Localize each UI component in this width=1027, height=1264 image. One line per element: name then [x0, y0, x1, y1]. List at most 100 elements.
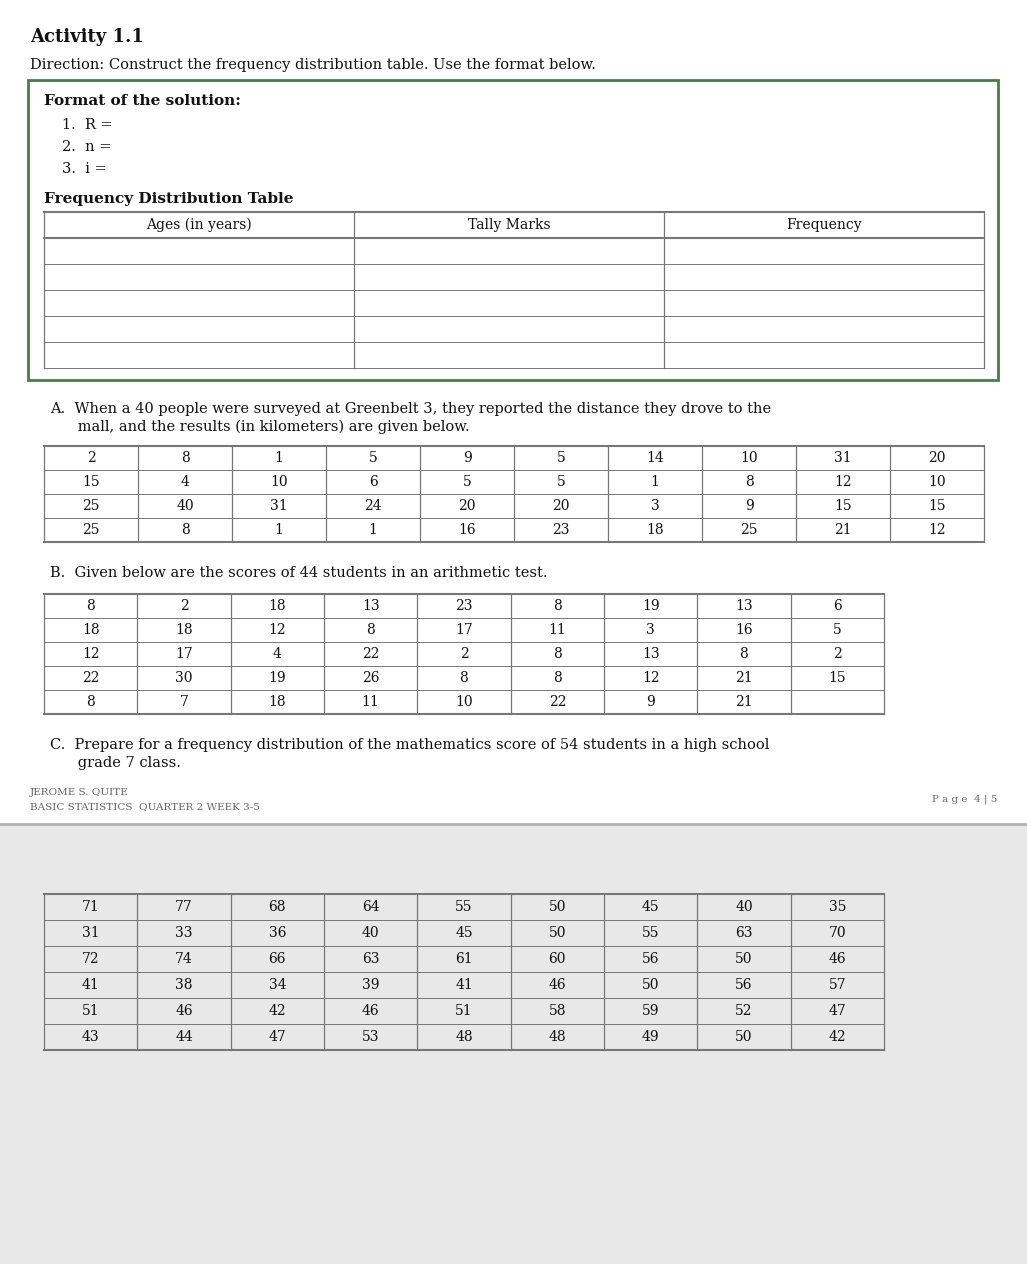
Text: 9: 9	[745, 499, 754, 513]
Text: 39: 39	[362, 978, 379, 992]
Text: 15: 15	[928, 499, 946, 513]
Text: 25: 25	[82, 523, 100, 537]
Text: 59: 59	[642, 1004, 659, 1018]
Text: 8: 8	[739, 647, 749, 661]
Text: 12: 12	[82, 647, 100, 661]
Text: 45: 45	[455, 927, 472, 940]
Text: 47: 47	[829, 1004, 846, 1018]
Text: 31: 31	[270, 499, 288, 513]
Text: 40: 40	[177, 499, 194, 513]
Text: P a g e  4 | 5: P a g e 4 | 5	[931, 795, 997, 804]
Text: 46: 46	[829, 952, 846, 966]
Text: 15: 15	[82, 475, 100, 489]
Bar	[28, 80, 998, 380]
Text: B.  Given below are the scores of 44 students in an arithmetic test.: B. Given below are the scores of 44 stud…	[50, 566, 547, 580]
Text: 40: 40	[362, 927, 380, 940]
Text: 10: 10	[928, 475, 946, 489]
Text: 74: 74	[176, 952, 193, 966]
Text: 10: 10	[740, 451, 758, 465]
Text: 40: 40	[735, 900, 753, 914]
Text: 71: 71	[82, 900, 100, 914]
Text: 11: 11	[362, 695, 380, 709]
Text: Tally Marks: Tally Marks	[468, 217, 550, 233]
Text: 16: 16	[735, 623, 753, 637]
Text: 18: 18	[268, 599, 287, 613]
Text: 4: 4	[273, 647, 281, 661]
Text: Ages (in years): Ages (in years)	[146, 217, 252, 233]
Text: 12: 12	[928, 523, 946, 537]
Text: 44: 44	[176, 1030, 193, 1044]
Text: 9: 9	[646, 695, 655, 709]
Text: 19: 19	[642, 599, 659, 613]
Text: 47: 47	[268, 1030, 287, 1044]
Text: 15: 15	[834, 499, 851, 513]
Text: 23: 23	[455, 599, 472, 613]
Text: 24: 24	[365, 499, 382, 513]
Text: 17: 17	[176, 647, 193, 661]
Text: 56: 56	[642, 952, 659, 966]
Text: 13: 13	[642, 647, 659, 661]
Text: 8: 8	[553, 599, 562, 613]
Text: 51: 51	[82, 1004, 100, 1018]
Text: 3.  i =: 3. i =	[62, 162, 107, 176]
Text: 2: 2	[86, 451, 96, 465]
Text: 21: 21	[834, 523, 851, 537]
Text: 61: 61	[455, 952, 472, 966]
Text: 8: 8	[181, 451, 189, 465]
Text: 55: 55	[455, 900, 472, 914]
Text: 70: 70	[829, 927, 846, 940]
Text: 9: 9	[462, 451, 471, 465]
Text: 63: 63	[362, 952, 379, 966]
Text: 58: 58	[548, 1004, 566, 1018]
Text: 8: 8	[553, 647, 562, 661]
Text: 52: 52	[735, 1004, 753, 1018]
Text: 11: 11	[548, 623, 566, 637]
Text: 42: 42	[268, 1004, 287, 1018]
Text: Format of the solution:: Format of the solution:	[44, 94, 241, 107]
Text: 8: 8	[460, 671, 468, 685]
Text: 22: 22	[548, 695, 566, 709]
Text: C.  Prepare for a frequency distribution of the mathematics score of 54 students: C. Prepare for a frequency distribution …	[50, 738, 769, 752]
Text: 5: 5	[557, 475, 566, 489]
Text: 1: 1	[369, 523, 378, 537]
Text: 7: 7	[180, 695, 188, 709]
Text: 51: 51	[455, 1004, 472, 1018]
Text: 72: 72	[82, 952, 100, 966]
Text: Frequency Distribution Table: Frequency Distribution Table	[44, 192, 294, 206]
Text: 50: 50	[548, 927, 566, 940]
Text: 13: 13	[735, 599, 753, 613]
Text: 56: 56	[735, 978, 753, 992]
Text: 33: 33	[176, 927, 193, 940]
Text: 35: 35	[829, 900, 846, 914]
Text: 23: 23	[553, 523, 570, 537]
Text: 22: 22	[82, 671, 100, 685]
Text: 57: 57	[829, 978, 846, 992]
Text: 48: 48	[455, 1030, 472, 1044]
Text: 22: 22	[362, 647, 379, 661]
Text: 26: 26	[362, 671, 379, 685]
Text: 8: 8	[553, 671, 562, 685]
Text: 46: 46	[548, 978, 566, 992]
Text: 5: 5	[462, 475, 471, 489]
Text: 18: 18	[176, 623, 193, 637]
Text: 3: 3	[646, 623, 655, 637]
Text: 66: 66	[269, 952, 287, 966]
Text: 45: 45	[642, 900, 659, 914]
Text: 50: 50	[548, 900, 566, 914]
Text: 46: 46	[176, 1004, 193, 1018]
Text: 64: 64	[362, 900, 380, 914]
Text: 13: 13	[362, 599, 380, 613]
Text: 34: 34	[268, 978, 287, 992]
Text: 53: 53	[362, 1030, 379, 1044]
Text: 12: 12	[268, 623, 287, 637]
Text: 1: 1	[274, 451, 283, 465]
Text: JEROME S. QUITE: JEROME S. QUITE	[30, 787, 128, 798]
Text: grade 7 class.: grade 7 class.	[50, 756, 181, 770]
Text: BASIC STATISTICS  QUARTER 2 WEEK 3-5: BASIC STATISTICS QUARTER 2 WEEK 3-5	[30, 801, 260, 811]
Text: 12: 12	[642, 671, 659, 685]
Text: 1: 1	[274, 523, 283, 537]
Text: 31: 31	[834, 451, 851, 465]
Text: 8: 8	[367, 623, 375, 637]
Text: 5: 5	[369, 451, 377, 465]
Text: 14: 14	[646, 451, 663, 465]
